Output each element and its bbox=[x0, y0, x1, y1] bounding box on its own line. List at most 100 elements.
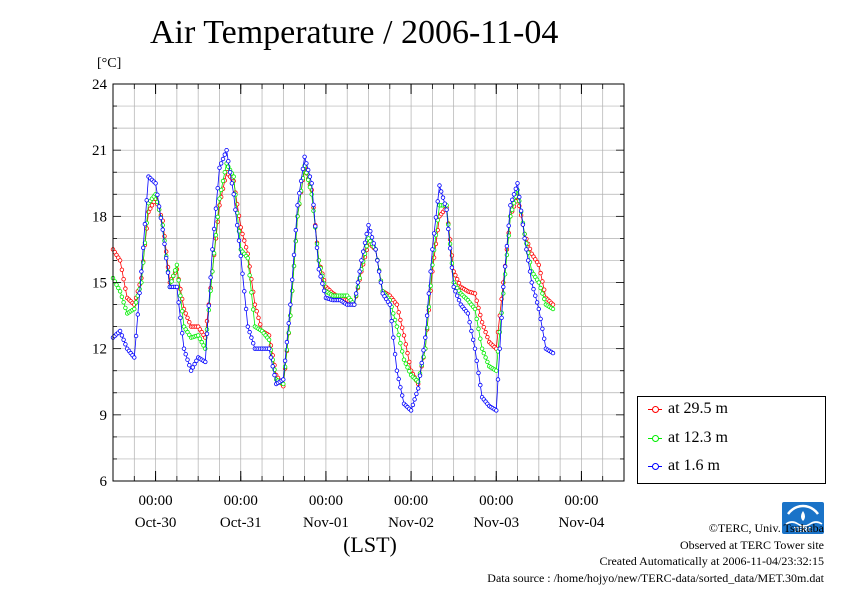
data-point bbox=[510, 197, 515, 202]
data-point bbox=[272, 372, 277, 378]
data-point bbox=[165, 270, 171, 275]
data-point bbox=[408, 408, 414, 413]
data-point bbox=[270, 364, 275, 369]
data-point bbox=[455, 293, 460, 298]
data-point bbox=[392, 317, 398, 323]
x-tick-time-label: 00:00 bbox=[138, 493, 172, 509]
data-point bbox=[176, 300, 181, 305]
data-point bbox=[281, 377, 286, 382]
data-point bbox=[229, 181, 235, 186]
data-point bbox=[242, 238, 247, 243]
data-point bbox=[318, 274, 323, 279]
data-point bbox=[542, 336, 547, 341]
data-point bbox=[121, 277, 126, 282]
data-point bbox=[254, 309, 259, 314]
x-tick-date-label: Oct-31 bbox=[220, 515, 262, 531]
data-point bbox=[476, 326, 481, 331]
data-point bbox=[361, 249, 366, 254]
data-point bbox=[185, 357, 190, 362]
data-point bbox=[174, 284, 180, 290]
data-point bbox=[403, 342, 408, 347]
data-point bbox=[430, 247, 435, 252]
data-point bbox=[394, 302, 400, 307]
data-point bbox=[527, 246, 533, 252]
data-point bbox=[526, 258, 531, 263]
created-text: Created Automatically at 2006-11-04/23:3… bbox=[599, 554, 824, 568]
data-point bbox=[401, 357, 407, 362]
data-point bbox=[119, 294, 125, 299]
data-point bbox=[220, 156, 226, 162]
data-point bbox=[211, 251, 217, 256]
data-point bbox=[419, 360, 424, 366]
series-at-29-5-m bbox=[110, 165, 556, 389]
x-tick-date-label: Nov-01 bbox=[303, 515, 349, 531]
data-point bbox=[179, 331, 185, 336]
data-point bbox=[428, 269, 433, 274]
data-point bbox=[542, 287, 547, 292]
data-point bbox=[242, 289, 247, 294]
x-tick-time-label: 00:00 bbox=[479, 493, 513, 509]
data-point bbox=[451, 284, 456, 290]
data-point bbox=[510, 207, 515, 212]
data-point bbox=[178, 315, 183, 320]
data-point bbox=[504, 243, 510, 249]
data-point bbox=[453, 273, 458, 278]
data-point bbox=[306, 167, 311, 173]
legend-marker bbox=[652, 463, 659, 470]
data-point bbox=[199, 339, 204, 345]
data-point bbox=[297, 190, 302, 196]
data-point bbox=[396, 310, 401, 315]
data-point bbox=[160, 227, 165, 232]
data-point bbox=[423, 335, 428, 340]
data-point bbox=[412, 397, 417, 402]
data-point bbox=[132, 306, 137, 312]
data-point bbox=[234, 222, 240, 228]
data-point bbox=[217, 165, 222, 170]
data-point bbox=[398, 317, 403, 323]
data-point bbox=[290, 277, 295, 282]
data-point bbox=[494, 368, 499, 373]
data-point bbox=[295, 214, 300, 219]
data-point bbox=[501, 284, 506, 290]
data-point bbox=[483, 355, 488, 360]
data-point bbox=[194, 358, 199, 363]
legend-marker bbox=[652, 406, 659, 413]
data-point bbox=[163, 256, 169, 261]
y-tick-label: 6 bbox=[100, 474, 108, 490]
y-axis-unit: [°C] bbox=[97, 56, 122, 71]
data-point bbox=[222, 169, 227, 175]
data-point bbox=[502, 272, 508, 277]
data-point bbox=[540, 326, 545, 331]
data-point bbox=[226, 158, 231, 164]
data-point bbox=[405, 350, 410, 356]
data-point bbox=[550, 350, 556, 356]
data-point bbox=[550, 302, 556, 307]
data-point bbox=[309, 181, 314, 186]
data-point bbox=[123, 342, 128, 347]
data-point bbox=[215, 214, 220, 220]
data-point bbox=[236, 238, 242, 243]
data-point bbox=[391, 311, 396, 316]
copyright-text: ©TERC, Univ. Tsukuba bbox=[708, 521, 824, 535]
legend-marker bbox=[652, 435, 659, 442]
data-point bbox=[449, 265, 455, 270]
data-point bbox=[135, 312, 140, 317]
data-point bbox=[405, 365, 410, 370]
source-text: Data source : /home/hojyo/new/TERC-data/… bbox=[487, 570, 824, 585]
y-tick-label: 15 bbox=[92, 276, 107, 292]
data-point bbox=[314, 245, 320, 250]
data-point bbox=[442, 201, 447, 206]
x-tick-date-label: Nov-02 bbox=[388, 515, 434, 531]
data-point bbox=[362, 240, 368, 245]
y-tick-label: 18 bbox=[92, 209, 107, 225]
data-point bbox=[366, 222, 371, 228]
data-point bbox=[433, 215, 439, 220]
data-point bbox=[520, 222, 526, 227]
data-point bbox=[456, 297, 462, 303]
data-point bbox=[121, 300, 126, 305]
y-tick-label: 24 bbox=[92, 77, 108, 93]
data-point bbox=[513, 186, 518, 191]
data-point bbox=[511, 192, 517, 197]
data-point bbox=[133, 300, 139, 305]
